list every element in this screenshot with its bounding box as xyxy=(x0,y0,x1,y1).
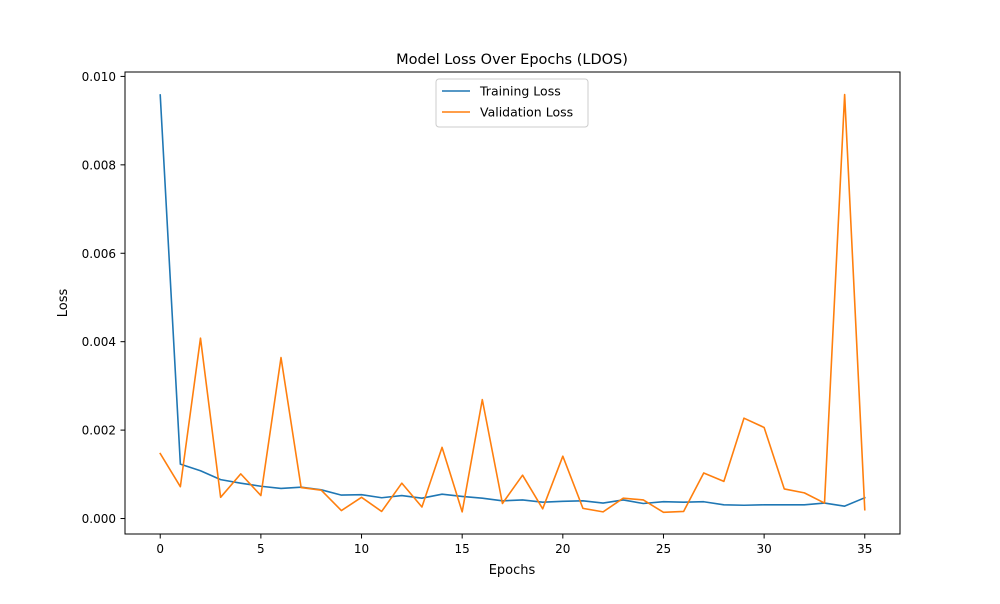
x-tick-label: 0 xyxy=(156,542,164,556)
y-tick-label: 0.004 xyxy=(82,335,116,349)
plot-area xyxy=(124,71,901,535)
series-line-validation-loss xyxy=(159,93,866,514)
y-tick-label: 0.008 xyxy=(82,158,116,172)
axes-background xyxy=(125,72,900,534)
x-tick-label: 30 xyxy=(756,542,771,556)
x-tick-label: 20 xyxy=(555,542,570,556)
legend-label: Validation Loss xyxy=(480,105,573,120)
y-tick-label: 0.000 xyxy=(82,512,116,526)
x-tick-label: 25 xyxy=(656,542,671,556)
x-tick-label: 15 xyxy=(455,542,470,556)
y-tick-label: 0.002 xyxy=(82,424,116,438)
x-tick-label: 35 xyxy=(857,542,872,556)
series-line-training-loss xyxy=(159,94,866,507)
y-tick-label: 0.010 xyxy=(82,70,116,84)
chart-title: Model Loss Over Epochs (LDOS) xyxy=(396,52,628,68)
legend-frame xyxy=(435,78,589,128)
legend-label: Training Loss xyxy=(479,84,561,99)
x-axis: 0 5 10 15 20 25 30 35 xyxy=(156,534,872,556)
y-axis-label: Loss xyxy=(56,289,71,318)
y-axis: 0.000 0.002 0.004 0.006 0.008 0.010 xyxy=(82,70,125,526)
x-tick-label: 5 xyxy=(257,542,265,556)
legend: Training Loss Validation Loss xyxy=(435,78,589,128)
y-tick-label: 0.006 xyxy=(82,247,116,261)
x-axis-label: Epochs xyxy=(489,563,536,578)
series-layer xyxy=(159,93,866,514)
x-tick-label: 10 xyxy=(354,542,369,556)
axes-frame xyxy=(124,71,901,535)
